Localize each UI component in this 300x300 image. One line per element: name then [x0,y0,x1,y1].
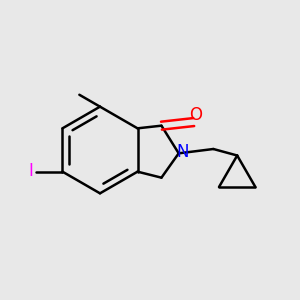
Text: I: I [28,162,33,180]
Text: O: O [189,106,202,124]
Text: N: N [176,143,189,161]
